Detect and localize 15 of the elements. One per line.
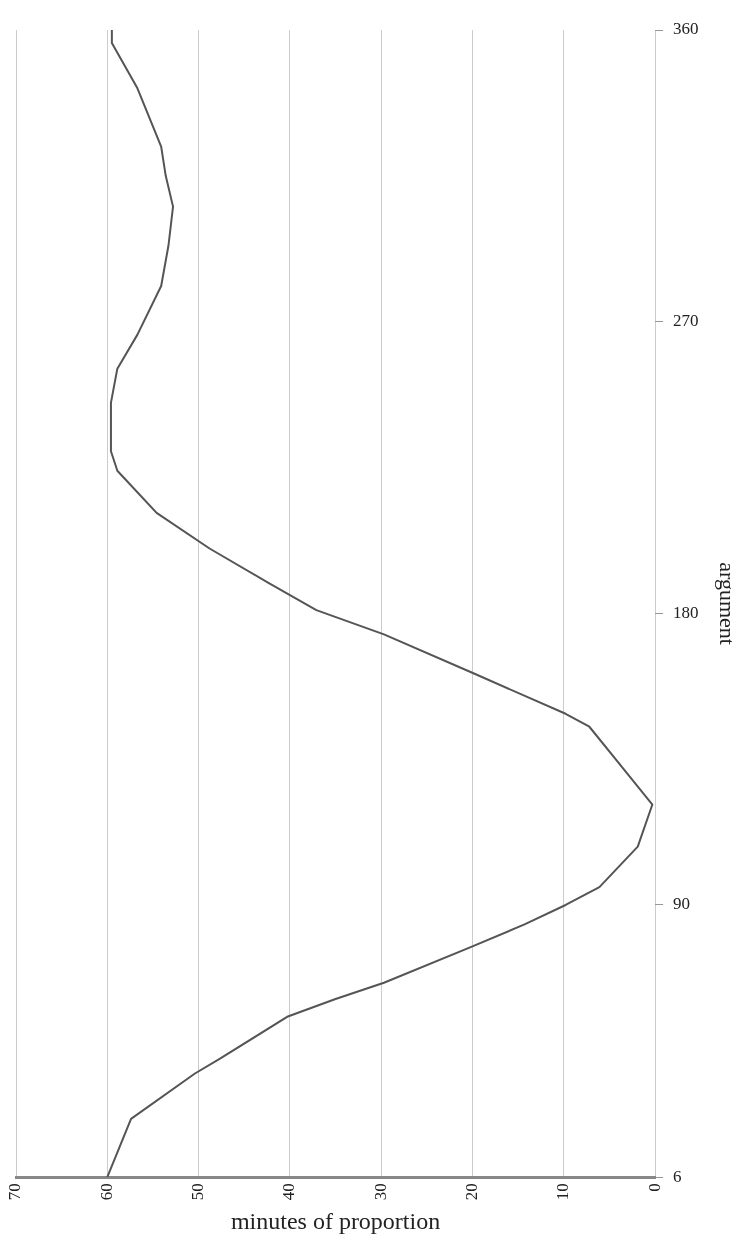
x-tick-label: 50 [188,1183,208,1201]
x-tick-label: 70 [5,1183,25,1201]
y-tick-label: 180 [673,602,699,622]
x-tick-label: 20 [461,1183,481,1201]
y-tick-label: 90 [673,894,691,914]
x-tick-label: 10 [553,1183,573,1201]
y-tick-label: 6 [673,1166,682,1186]
x-axis-title: minutes of proportion [230,1207,441,1234]
x-tick-label: 40 [279,1183,299,1201]
y-axis-title: argument [715,562,741,645]
x-tick-label: 60 [96,1183,116,1201]
x-tick-label: 0 [644,1183,664,1192]
x-tick-label: 30 [370,1183,390,1201]
y-tick-label: 360 [673,19,699,39]
y-tick-label: 270 [673,311,699,331]
